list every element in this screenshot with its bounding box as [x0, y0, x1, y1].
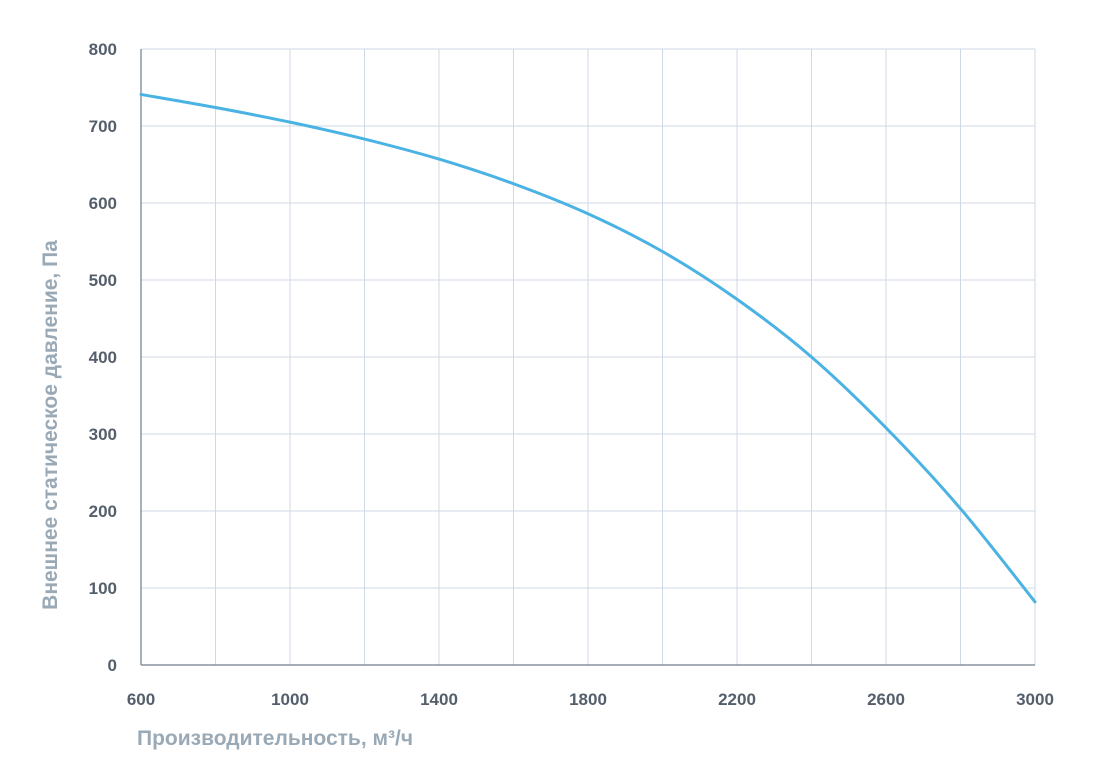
tick-labels: 0 100 200 300 400 500 600 700 800 600 1000 1400 1800… — [89, 40, 1054, 709]
y-tick-label: 600 — [89, 194, 117, 213]
grid — [141, 48, 1036, 665]
x-tick-label: 600 — [127, 690, 155, 709]
series-line — [139, 92, 1037, 604]
x-tick-label: 1000 — [271, 690, 309, 709]
series-layer — [139, 92, 1037, 604]
x-axis-label: Производительность, м³/ч — [137, 727, 413, 750]
y-axis-label: Внешнее статическое давление, Па — [39, 240, 62, 610]
y-tick-label: 400 — [89, 348, 117, 367]
y-tick-label: 800 — [89, 40, 117, 59]
y-tick-label: 100 — [89, 579, 117, 598]
y-tick-label: 700 — [89, 117, 117, 136]
x-tick-label: 1400 — [420, 690, 458, 709]
y-tick-label: 500 — [89, 271, 117, 290]
x-tick-label: 3000 — [1016, 690, 1054, 709]
y-tick-label: 0 — [108, 656, 117, 675]
x-tick-label: 2200 — [718, 690, 756, 709]
y-tick-label: 300 — [89, 425, 117, 444]
axes — [140, 49, 1035, 666]
x-tick-label: 1800 — [569, 690, 607, 709]
y-tick-label: 200 — [89, 502, 117, 521]
x-tick-label: 2600 — [867, 690, 905, 709]
